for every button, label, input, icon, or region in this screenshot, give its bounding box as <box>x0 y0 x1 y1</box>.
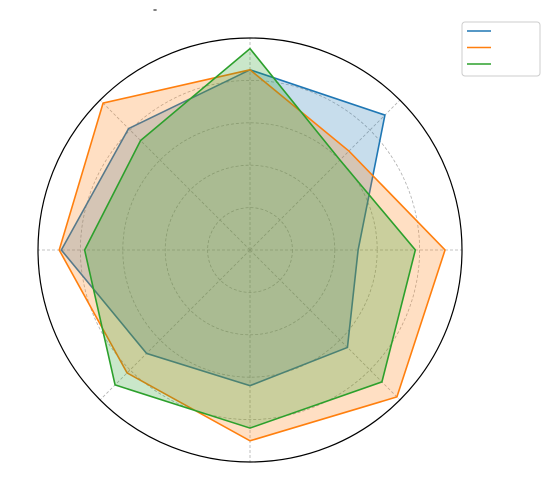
series-area <box>61 69 385 386</box>
grid-circle <box>164 164 336 336</box>
chart-title: - <box>153 3 157 17</box>
spoke <box>99 249 251 401</box>
spoke <box>99 99 251 251</box>
spoke <box>249 249 401 401</box>
series-line <box>60 68 386 387</box>
series-area <box>84 48 416 429</box>
grid-circle <box>79 79 421 421</box>
series-line <box>58 68 446 442</box>
series-area <box>59 69 446 441</box>
outer-frame <box>37 37 463 463</box>
spoke <box>249 99 401 251</box>
series-line <box>83 47 417 429</box>
legend-box <box>461 21 541 77</box>
